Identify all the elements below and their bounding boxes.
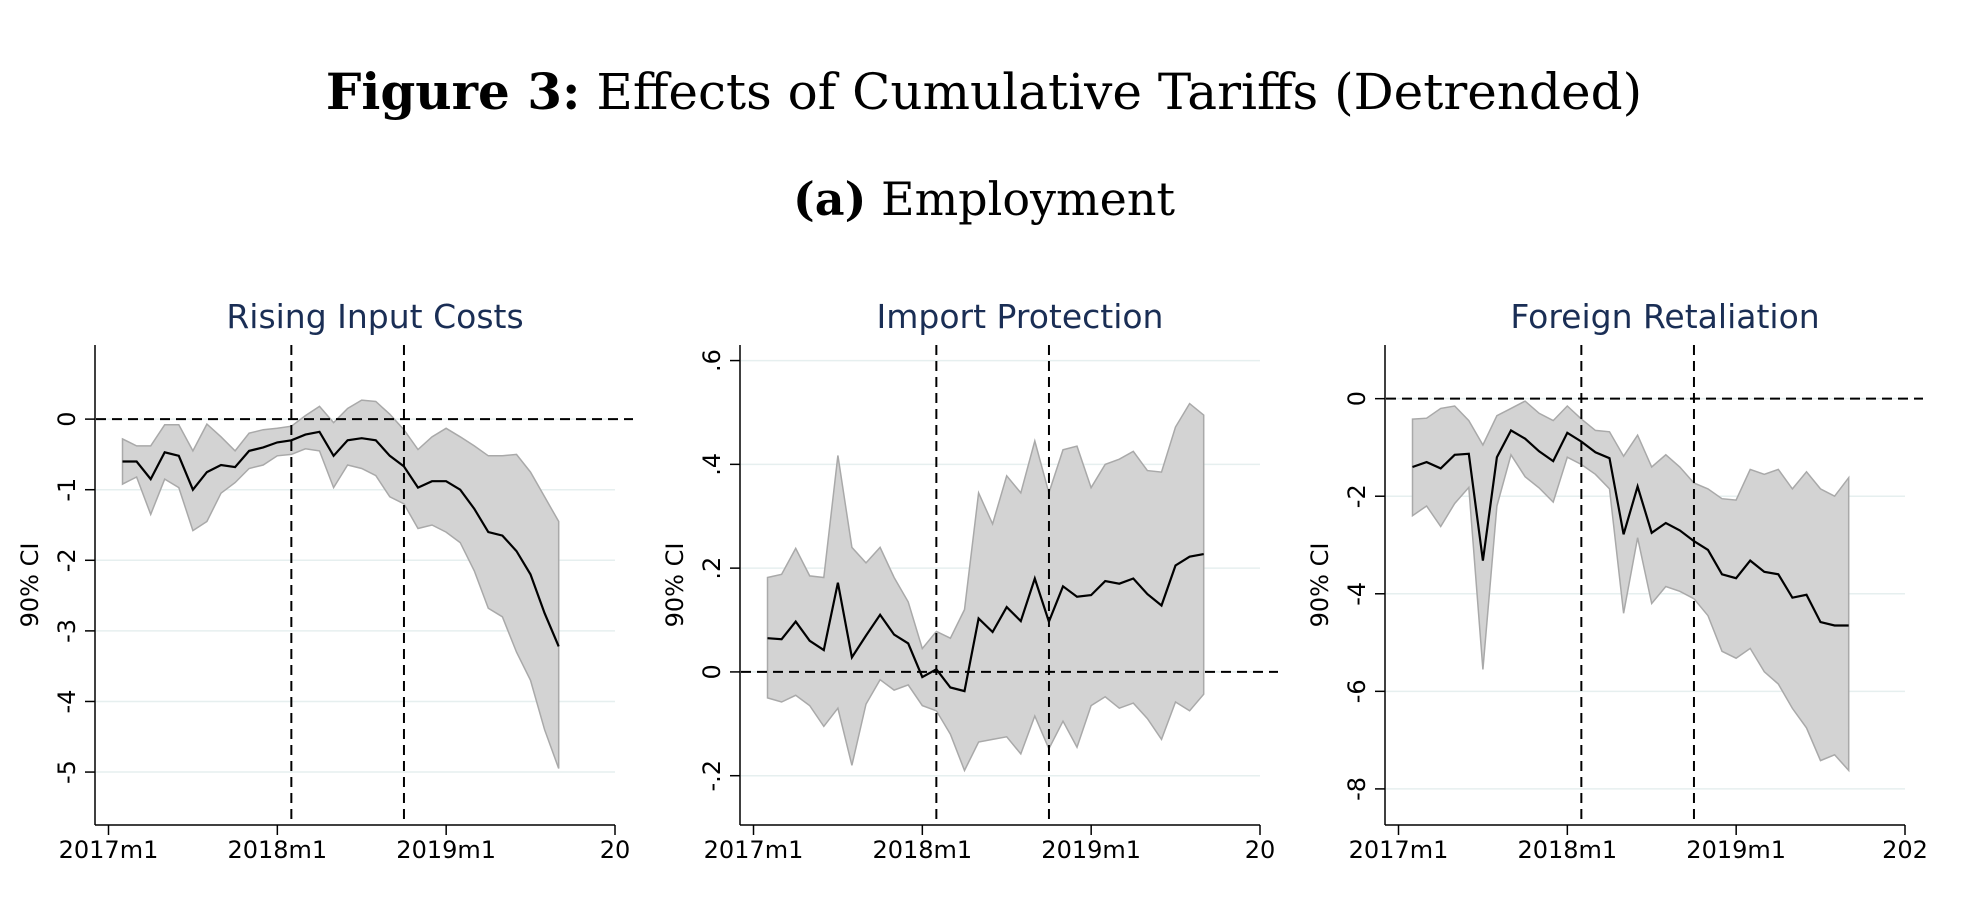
chart-2-ci-band [766, 402, 1205, 773]
chart-2-ytick-label-3: .4 [698, 453, 726, 476]
chart-1-xtick-label-1: 2018m1 [227, 836, 327, 864]
chart-2-ytick-label-4: .6 [698, 349, 726, 372]
chart-1-title: Rising Input Costs [226, 297, 523, 336]
panel-subtitle: (a) Employment [0, 172, 1968, 226]
panel-label: (a) [793, 172, 867, 226]
figure-title-text: Effects of Cumulative Tariffs (Detrended… [596, 63, 1643, 121]
chart-2-ylabel: 90% CI [661, 543, 689, 628]
chart-1-xtick-label-3: 20 [600, 836, 631, 864]
chart-3-estimate-line [1412, 428, 1849, 627]
chart-3-xtick-label-3: 202 [1882, 836, 1928, 864]
chart-2-title: Import Protection [877, 297, 1164, 336]
chart-3-ytick-label-3: -6 [1343, 679, 1371, 703]
chart-2-estimate-line [767, 553, 1204, 693]
chart-3-ytick-label-1: -2 [1343, 484, 1371, 508]
chart-2-xtick-label-2: 2019m1 [1041, 836, 1141, 864]
chart-2-xtick-label-1: 2018m1 [872, 836, 972, 864]
chart-1-ytick-label-1: -1 [53, 478, 81, 502]
chart-1-ytick-label-3: -3 [53, 619, 81, 643]
chart-1-xtick-label-2: 2019m1 [396, 836, 496, 864]
chart-3-ytick-label-2: -4 [1343, 582, 1371, 606]
chart-3-title: Foreign Retaliation [1510, 297, 1819, 336]
chart-3-ylabel: 90% CI [1306, 543, 1334, 628]
chart-1-ytick-label-4: -4 [53, 690, 81, 714]
chart-2-ytick-label-1: 0 [698, 664, 726, 679]
chart-3-xtick-label-0: 2017m1 [1349, 836, 1449, 864]
chart-2-ytick-label-2: .2 [698, 557, 726, 580]
chart-1-ytick-label-5: -5 [53, 760, 81, 784]
chart-1-ytick-label-2: -2 [53, 548, 81, 572]
chart-3-ci-band [1411, 400, 1850, 773]
chart-3-xtick-label-1: 2018m1 [1517, 836, 1617, 864]
chart-2-xtick-label-0: 2017m1 [704, 836, 804, 864]
chart-1-estimate-line [122, 430, 560, 647]
chart-3-ytick-label-0: 0 [1343, 391, 1371, 406]
figure-label: Figure 3: [325, 62, 581, 121]
chart-2-ytick-label-0: -.2 [698, 760, 726, 792]
chart-3-xtick-label-2: 2019m1 [1686, 836, 1786, 864]
chart-1-ci-band [121, 399, 560, 769]
chart-1-xtick-label-0: 2017m1 [59, 836, 159, 864]
panel-title-text: Employment [880, 172, 1175, 226]
chart-1-ytick-label-0: 0 [53, 411, 81, 426]
chart-1-ylabel: 90% CI [16, 543, 44, 628]
chart-3-ytick-label-4: -8 [1343, 777, 1371, 801]
chart-2-xtick-label-3: 20 [1245, 836, 1276, 864]
figure-title: Figure 3: Effects of Cumulative Tariffs … [0, 62, 1968, 121]
